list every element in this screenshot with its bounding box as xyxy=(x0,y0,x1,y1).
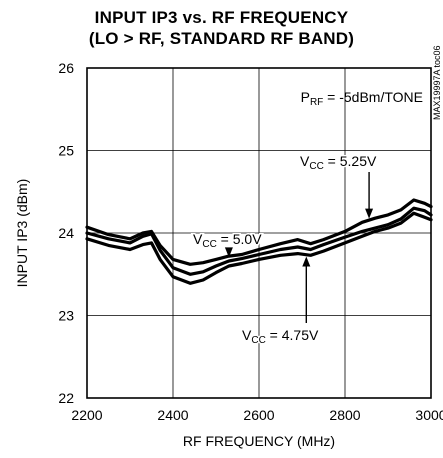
series-label-5.0v: VCC = 5.0V xyxy=(193,231,262,250)
x-tick-label: 2800 xyxy=(329,407,360,423)
series-line-3 xyxy=(85,211,433,285)
x-tick-label: 2600 xyxy=(243,407,274,423)
y-tick-label: 22 xyxy=(58,390,74,406)
y-tick-label: 24 xyxy=(58,225,74,241)
y-tick-label: 26 xyxy=(58,60,74,76)
x-axis-label: RF FREQUENCY (MHz) xyxy=(183,433,335,449)
chart-title-line-2: (LO > RF, STANDARD RF BAND) xyxy=(88,29,355,48)
series-line-1 xyxy=(85,198,433,266)
x-tick-label: 2400 xyxy=(157,407,188,423)
series-line-2 xyxy=(85,206,433,276)
arrow-5.25v-head xyxy=(365,208,374,219)
x-tick-label: 2200 xyxy=(71,407,102,423)
x-tick-label: 3000 xyxy=(415,407,443,423)
y-tick-label: 23 xyxy=(58,308,74,324)
part-id-label: MAX19997A toc06 xyxy=(432,45,442,120)
arrow-5.0v-head xyxy=(224,247,233,258)
series-label-5.25v: VCC = 5.25V xyxy=(300,153,377,172)
y-axis-label: INPUT IP3 (dBm) xyxy=(14,179,30,288)
condition-label: PRF = -5dBm/TONE xyxy=(301,89,423,108)
chart-title-line-1: INPUT IP3 vs. RF FREQUENCY xyxy=(94,8,349,27)
y-tick-label: 25 xyxy=(58,143,74,159)
arrow-4.75v-head xyxy=(302,256,311,267)
series-label-4.75v: VCC = 4.75V xyxy=(242,327,319,346)
